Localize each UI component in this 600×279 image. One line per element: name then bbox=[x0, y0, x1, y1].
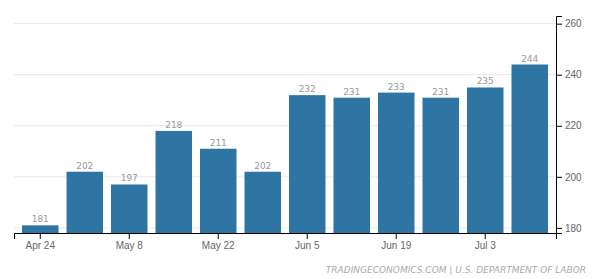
tick-label: 260 bbox=[565, 18, 582, 29]
bar bbox=[200, 149, 236, 233]
tick-label: 200 bbox=[565, 172, 582, 183]
tick: May 22 bbox=[202, 233, 235, 251]
tick-mark bbox=[396, 233, 397, 239]
tick-mark bbox=[307, 233, 308, 239]
data-label: 218 bbox=[165, 120, 182, 130]
tick: 240 bbox=[556, 69, 582, 80]
tick: 180 bbox=[556, 223, 582, 234]
data-label: 235 bbox=[477, 76, 494, 86]
tick-mark bbox=[129, 233, 130, 239]
chart: 181 202 197 218 211 202 232 231 233 231 235 244 Apr … bbox=[0, 0, 600, 279]
tick-mark bbox=[556, 126, 562, 127]
bar bbox=[111, 184, 147, 233]
bar bbox=[334, 98, 370, 233]
tick: Jun 19 bbox=[381, 233, 411, 251]
bar bbox=[378, 93, 414, 233]
tick-mark bbox=[40, 233, 41, 239]
tick: Jun 5 bbox=[295, 233, 320, 251]
y-axis: 180 200 220 240 260 bbox=[556, 17, 582, 234]
x-axis: Apr 24 May 8 May 22 Jun 5 Jun 19 Jul 3 bbox=[15, 233, 557, 251]
tick-mark bbox=[218, 233, 219, 239]
tick-mark bbox=[556, 228, 562, 229]
tick-label: 180 bbox=[565, 223, 582, 234]
tick-label: Jun 19 bbox=[381, 240, 411, 251]
data-label: 244 bbox=[521, 54, 538, 64]
tick-mark bbox=[556, 24, 562, 25]
bar bbox=[512, 65, 548, 233]
tick-mark bbox=[556, 177, 562, 178]
axis-domain bbox=[557, 17, 563, 234]
data-label: 231 bbox=[432, 87, 449, 97]
data-labels: 181 202 197 218 211 202 232 231 233 231 235 244 bbox=[32, 54, 539, 225]
axis-domain bbox=[15, 234, 557, 240]
bar bbox=[22, 225, 58, 233]
annotations: TRADINGECONOMICS.COM | U.S. DEPARTMENT O… bbox=[326, 265, 586, 275]
bar bbox=[245, 172, 281, 233]
tick: 220 bbox=[556, 120, 582, 131]
grid-line bbox=[14, 74, 556, 75]
data-label: 231 bbox=[343, 87, 360, 97]
data-label: 232 bbox=[299, 84, 316, 94]
tick: Jul 3 bbox=[475, 233, 497, 251]
data-label: 211 bbox=[210, 138, 227, 148]
bar bbox=[67, 172, 103, 233]
bar bbox=[467, 87, 503, 233]
tick-label: Jun 5 bbox=[295, 240, 320, 251]
data-label: 181 bbox=[32, 214, 49, 224]
tick-label: 240 bbox=[565, 69, 582, 80]
bar bbox=[423, 98, 459, 233]
bar bbox=[289, 95, 325, 233]
tick-label: May 8 bbox=[116, 240, 144, 251]
tick-mark bbox=[556, 75, 562, 76]
bar bbox=[156, 131, 192, 233]
footer: TRADINGECONOMICS.COM | U.S. DEPARTMENT O… bbox=[326, 265, 586, 275]
data-label: 202 bbox=[76, 161, 93, 171]
data-label: 202 bbox=[254, 161, 271, 171]
tick-mark bbox=[485, 233, 486, 239]
tick: 200 bbox=[556, 172, 582, 183]
tick: 260 bbox=[556, 18, 582, 29]
grid-line bbox=[14, 23, 556, 24]
data-label: 233 bbox=[388, 82, 405, 92]
data-label: 197 bbox=[121, 173, 138, 183]
plot: 181 202 197 218 211 202 232 231 233 231 235 244 Apr … bbox=[14, 17, 582, 252]
tick-label: Apr 24 bbox=[26, 240, 56, 251]
bars bbox=[22, 65, 548, 233]
tick-label: Jul 3 bbox=[475, 240, 497, 251]
tick: May 8 bbox=[116, 233, 144, 251]
tick-label: May 22 bbox=[202, 240, 235, 251]
tick-label: 220 bbox=[565, 120, 582, 131]
tick: Apr 24 bbox=[26, 233, 56, 251]
